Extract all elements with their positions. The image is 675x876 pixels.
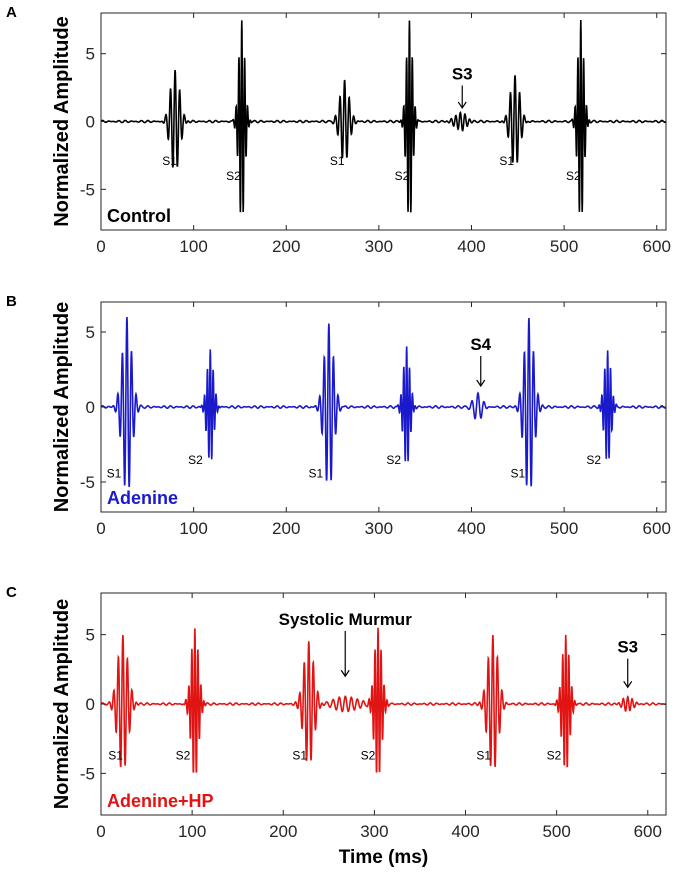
x-tick-label: 200: [272, 237, 300, 256]
legend-text: Adenine+HP: [107, 791, 214, 811]
peak-label-s1: S1: [330, 154, 345, 168]
y-tick-label: 0: [86, 113, 95, 132]
x-tick-label: 0: [96, 237, 105, 256]
y-tick-label: 5: [86, 626, 95, 645]
peak-label-s1: S1: [292, 749, 307, 763]
x-tick-label: 500: [550, 519, 578, 538]
y-axis-label: Normalized Amplitude: [51, 16, 73, 226]
peak-label-s2: S2: [395, 169, 410, 183]
peak-label-s2: S2: [176, 749, 191, 763]
x-tick-label: 300: [365, 519, 393, 538]
callout-s3: S3: [452, 64, 473, 83]
y-axis-label: Normalized Amplitude: [51, 302, 73, 512]
x-tick-label: 600: [643, 237, 671, 256]
panel-label-a: A: [6, 4, 17, 21]
peak-label-s1: S1: [476, 749, 491, 763]
peak-label-s2: S2: [188, 453, 203, 467]
x-tick-label: 400: [457, 519, 485, 538]
panel-label-b: B: [6, 293, 17, 310]
y-tick-label: 5: [86, 323, 95, 342]
x-tick-label: 500: [542, 822, 570, 841]
peak-label-s1: S1: [499, 154, 514, 168]
x-tick-label: 300: [360, 822, 388, 841]
peak-label-s1: S1: [107, 467, 122, 481]
x-tick-label: 0: [96, 519, 105, 538]
peak-label-s2: S2: [547, 749, 562, 763]
x-tick-label: 200: [269, 822, 297, 841]
callout-s4: S4: [470, 335, 491, 354]
peak-label-s2: S2: [361, 749, 376, 763]
y-tick-label: 0: [86, 695, 95, 714]
callout-arrow-head: [457, 101, 467, 110]
callout-systolic-murmur: Systolic Murmur: [279, 610, 413, 629]
y-tick-label: -5: [80, 764, 95, 783]
callout-s3: S3: [617, 638, 638, 657]
x-tick-label: 500: [550, 237, 578, 256]
signal-line-adenine: [100, 317, 667, 488]
x-axis-label: Time (ms): [339, 847, 428, 868]
callout-arrow-head: [340, 669, 350, 678]
x-tick-label: 400: [451, 822, 479, 841]
panel-label-c: C: [6, 584, 17, 601]
legend-text: Adenine: [107, 488, 178, 508]
callout-arrow-head: [476, 379, 486, 388]
x-tick-label: 100: [179, 237, 207, 256]
signal-line-adenine-hp: [100, 627, 667, 773]
peak-label-s2: S2: [386, 453, 401, 467]
y-tick-label: -5: [80, 180, 95, 199]
x-tick-label: 300: [365, 237, 393, 256]
peak-label-s1: S1: [162, 154, 177, 168]
signal-line-control: [100, 19, 667, 213]
y-tick-label: -5: [80, 473, 95, 492]
x-tick-label: 600: [643, 519, 671, 538]
peak-label-s2: S2: [586, 453, 601, 467]
x-tick-label: 400: [457, 237, 485, 256]
callout-arrow-head: [623, 681, 633, 689]
x-tick-label: 200: [272, 519, 300, 538]
peak-label-s1: S1: [108, 749, 123, 763]
y-tick-label: 5: [86, 45, 95, 64]
y-axis-label: Normalized Amplitude: [51, 599, 73, 809]
x-tick-label: 100: [179, 519, 207, 538]
y-tick-label: 0: [86, 398, 95, 417]
peak-label-s1: S1: [510, 467, 525, 481]
peak-label-s2: S2: [566, 169, 581, 183]
x-tick-label: 0: [96, 822, 105, 841]
x-tick-label: 600: [634, 822, 662, 841]
legend-text: Control: [107, 206, 171, 226]
peak-label-s2: S2: [226, 169, 241, 183]
peak-label-s1: S1: [309, 467, 324, 481]
x-tick-label: 100: [178, 822, 206, 841]
